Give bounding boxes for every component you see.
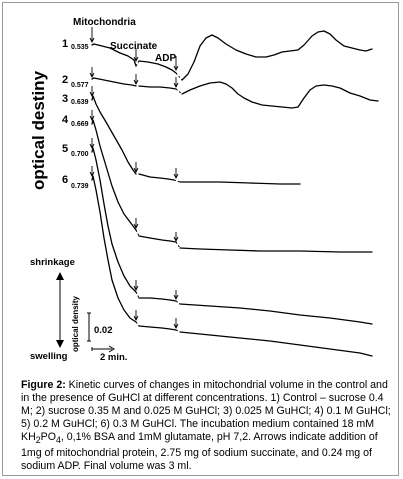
trace-1-curve — [91, 43, 137, 67]
trace-5-value: 0.700 — [71, 151, 89, 158]
shrinkage-swelling-arrow — [56, 272, 64, 348]
succinate-label: Succinate — [110, 41, 158, 52]
trace-3-curve-after-adp — [179, 181, 301, 185]
addition-dashes — [135, 60, 183, 333]
trace-4-curve-after-adp — [179, 247, 373, 253]
trace-6-number: 6 — [62, 174, 68, 186]
swelling-label: swelling — [30, 351, 68, 362]
trace-2-curve-after-adp — [181, 81, 379, 109]
figure-frame — [2, 2, 399, 476]
time-scale-bar — [91, 345, 115, 353]
caption-sub-2: 2 — [35, 434, 41, 445]
kinetic-curves-plot: optical destiny Mitochondria Succinate A… — [29, 17, 379, 363]
trace-3-curve-after-succinate — [138, 173, 175, 181]
trace-4-curve-after-succinate — [138, 235, 177, 243]
caption-text-part2: , 0,1% BSA and 1mM glutamate, pH 7,2. Ar… — [21, 430, 378, 472]
trace-1-value: 0.535 — [71, 44, 89, 51]
trace-6-curve — [91, 175, 137, 323]
od-scale-bar — [87, 312, 91, 342]
figure-caption: Figure 2: Kinetic curves of changes in m… — [21, 379, 391, 472]
optical-density-axis-label: optical density — [71, 295, 80, 352]
caption-po: PO — [40, 430, 56, 443]
trace-5-number: 5 — [62, 143, 68, 155]
trace-3-value: 0.639 — [71, 99, 89, 106]
trace-6-curve-after-adp — [179, 331, 373, 357]
trace-4-value: 0.669 — [71, 121, 89, 128]
trace-4-number: 4 — [62, 114, 69, 126]
trace-1-curve-after-adp — [181, 30, 373, 81]
caption-sub-4: 4 — [55, 434, 61, 445]
trace-5-curve-after-succinate — [138, 297, 177, 302]
adp-label: ADP — [155, 53, 176, 64]
trace-6-curve-after-succinate — [138, 325, 177, 331]
trace-5-curve-after-adp — [179, 303, 373, 325]
caption-text-part1: Kinetic curves of changes in mitochondri… — [21, 379, 391, 443]
trace-2-curve — [91, 77, 137, 87]
trace-5-curve — [91, 147, 137, 293]
mitochondria-label: Mitochondria — [73, 17, 136, 28]
trace-2-value: 0.577 — [71, 82, 89, 89]
trace-2-curve-after-succinate — [138, 85, 177, 90]
time-scale-value: 2 min. — [100, 352, 127, 363]
caption-label: Figure 2: — [21, 379, 66, 391]
trace-3-curve — [91, 95, 137, 175]
addition-arrows — [89, 27, 179, 330]
trace-2-number: 2 — [62, 74, 68, 86]
trace-6-value: 0.739 — [71, 183, 89, 190]
trace-3-number: 3 — [62, 93, 68, 105]
trace-1-number: 1 — [62, 38, 68, 50]
trace-1-curve-after-succinate — [138, 60, 177, 74]
od-scale-value: 0.02 — [94, 325, 113, 336]
shrinkage-label: shrinkage — [30, 257, 75, 268]
y-axis-label: optical destiny — [29, 70, 48, 190]
trace-4-curve — [91, 119, 137, 231]
